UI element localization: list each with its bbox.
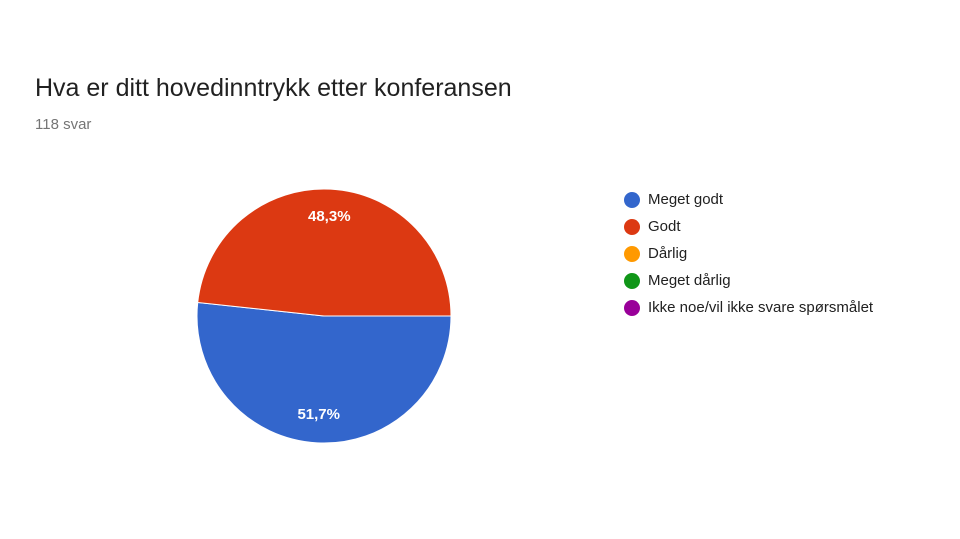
legend-swatch-meget-darlig: [624, 272, 640, 289]
legend-label-meget-godt: Meget godt: [648, 191, 724, 208]
pie-slice-label-1: 48,3%: [308, 208, 351, 225]
legend-swatch-godt: [624, 218, 640, 235]
legend-label-meget-darlig: Meget dårlig: [648, 272, 731, 289]
legend-label-ikke-svare: Ikke noe/vil ikke svare spørsmålet: [648, 299, 874, 316]
pie-slice-label-0: 51,7%: [297, 406, 340, 423]
legend-item-darlig[interactable]: Dårlig: [624, 240, 873, 267]
pie-slice-1[interactable]: [197, 188, 452, 317]
chart-title: Hva er ditt hovedinntrykk etter konferan…: [35, 74, 512, 102]
pie-slice-0[interactable]: [196, 301, 452, 444]
legend-item-ikke-svare[interactable]: Ikke noe/vil ikke svare spørsmålet: [624, 294, 873, 321]
legend-item-godt[interactable]: Godt: [624, 213, 873, 240]
legend-swatch-ikke-svare: [624, 299, 640, 316]
legend-label-godt: Godt: [648, 218, 681, 235]
legend-item-meget-darlig[interactable]: Meget dårlig: [624, 267, 873, 294]
legend-swatch-meget-godt: [624, 191, 640, 208]
legend-swatch-darlig: [624, 245, 640, 262]
response-count: 118 svar: [35, 116, 92, 133]
legend-item-meget-godt[interactable]: Meget godt: [624, 186, 873, 213]
legend: Meget godt Godt Dårlig Meget dårlig Ikke…: [624, 186, 873, 321]
legend-label-darlig: Dårlig: [648, 245, 688, 262]
